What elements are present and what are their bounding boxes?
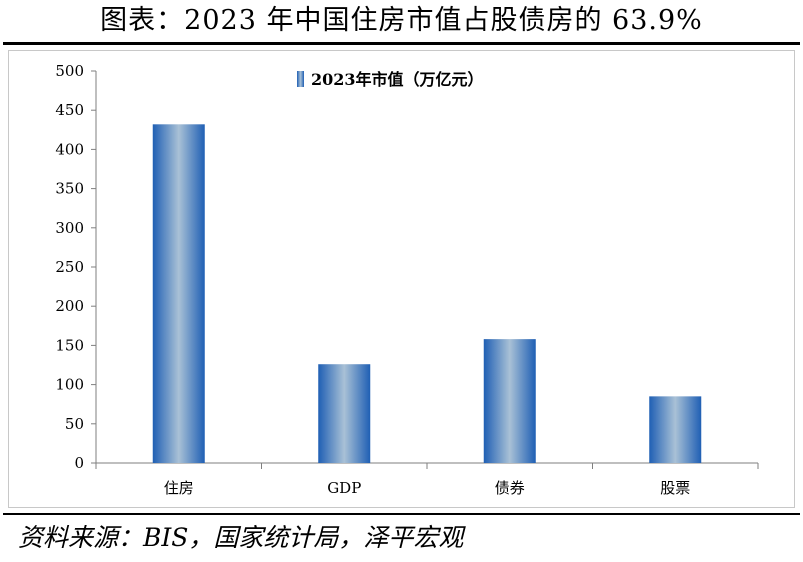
bar: [152, 124, 205, 463]
title-divider: [3, 42, 800, 45]
x-tick-label: 债券: [495, 479, 525, 497]
bar: [483, 339, 536, 463]
y-tick-label: 350: [55, 180, 84, 198]
y-tick-label: 150: [55, 336, 84, 354]
y-tick-label: 0: [74, 454, 84, 472]
y-tick-label: 200: [55, 297, 84, 315]
bar-chart: 0 50 100 150 200 250 300 350 400 450 500 住房 GDP 债券 股票 2…: [55, 62, 759, 497]
legend-swatch: [297, 71, 304, 87]
y-tick-label: 100: [55, 376, 84, 394]
y-tick-label: 500: [55, 62, 84, 80]
bar: [318, 364, 371, 463]
source-note: 资料来源：BIS，国家统计局，泽平宏观: [18, 523, 464, 552]
x-tick-label: 住房: [164, 479, 194, 497]
source-divider: [3, 513, 800, 515]
y-tick-label: 450: [55, 101, 84, 119]
x-tick-label: GDP: [327, 479, 361, 497]
y-tick-label: 300: [55, 219, 84, 237]
y-tick-label: 50: [65, 415, 84, 433]
bar: [649, 396, 702, 463]
legend-label: 2023年市值（万亿元）: [311, 70, 484, 89]
chart-frame: 0 50 100 150 200 250 300 350 400 450 500 住房 GDP 债券 股票 2…: [8, 50, 795, 508]
y-tick-label: 400: [55, 140, 84, 158]
x-tick-label: 股票: [660, 479, 690, 497]
y-tick-label: 250: [55, 258, 84, 276]
chart-title: 图表：2023 年中国住房市值占股债房的 63.9%: [100, 5, 703, 36]
